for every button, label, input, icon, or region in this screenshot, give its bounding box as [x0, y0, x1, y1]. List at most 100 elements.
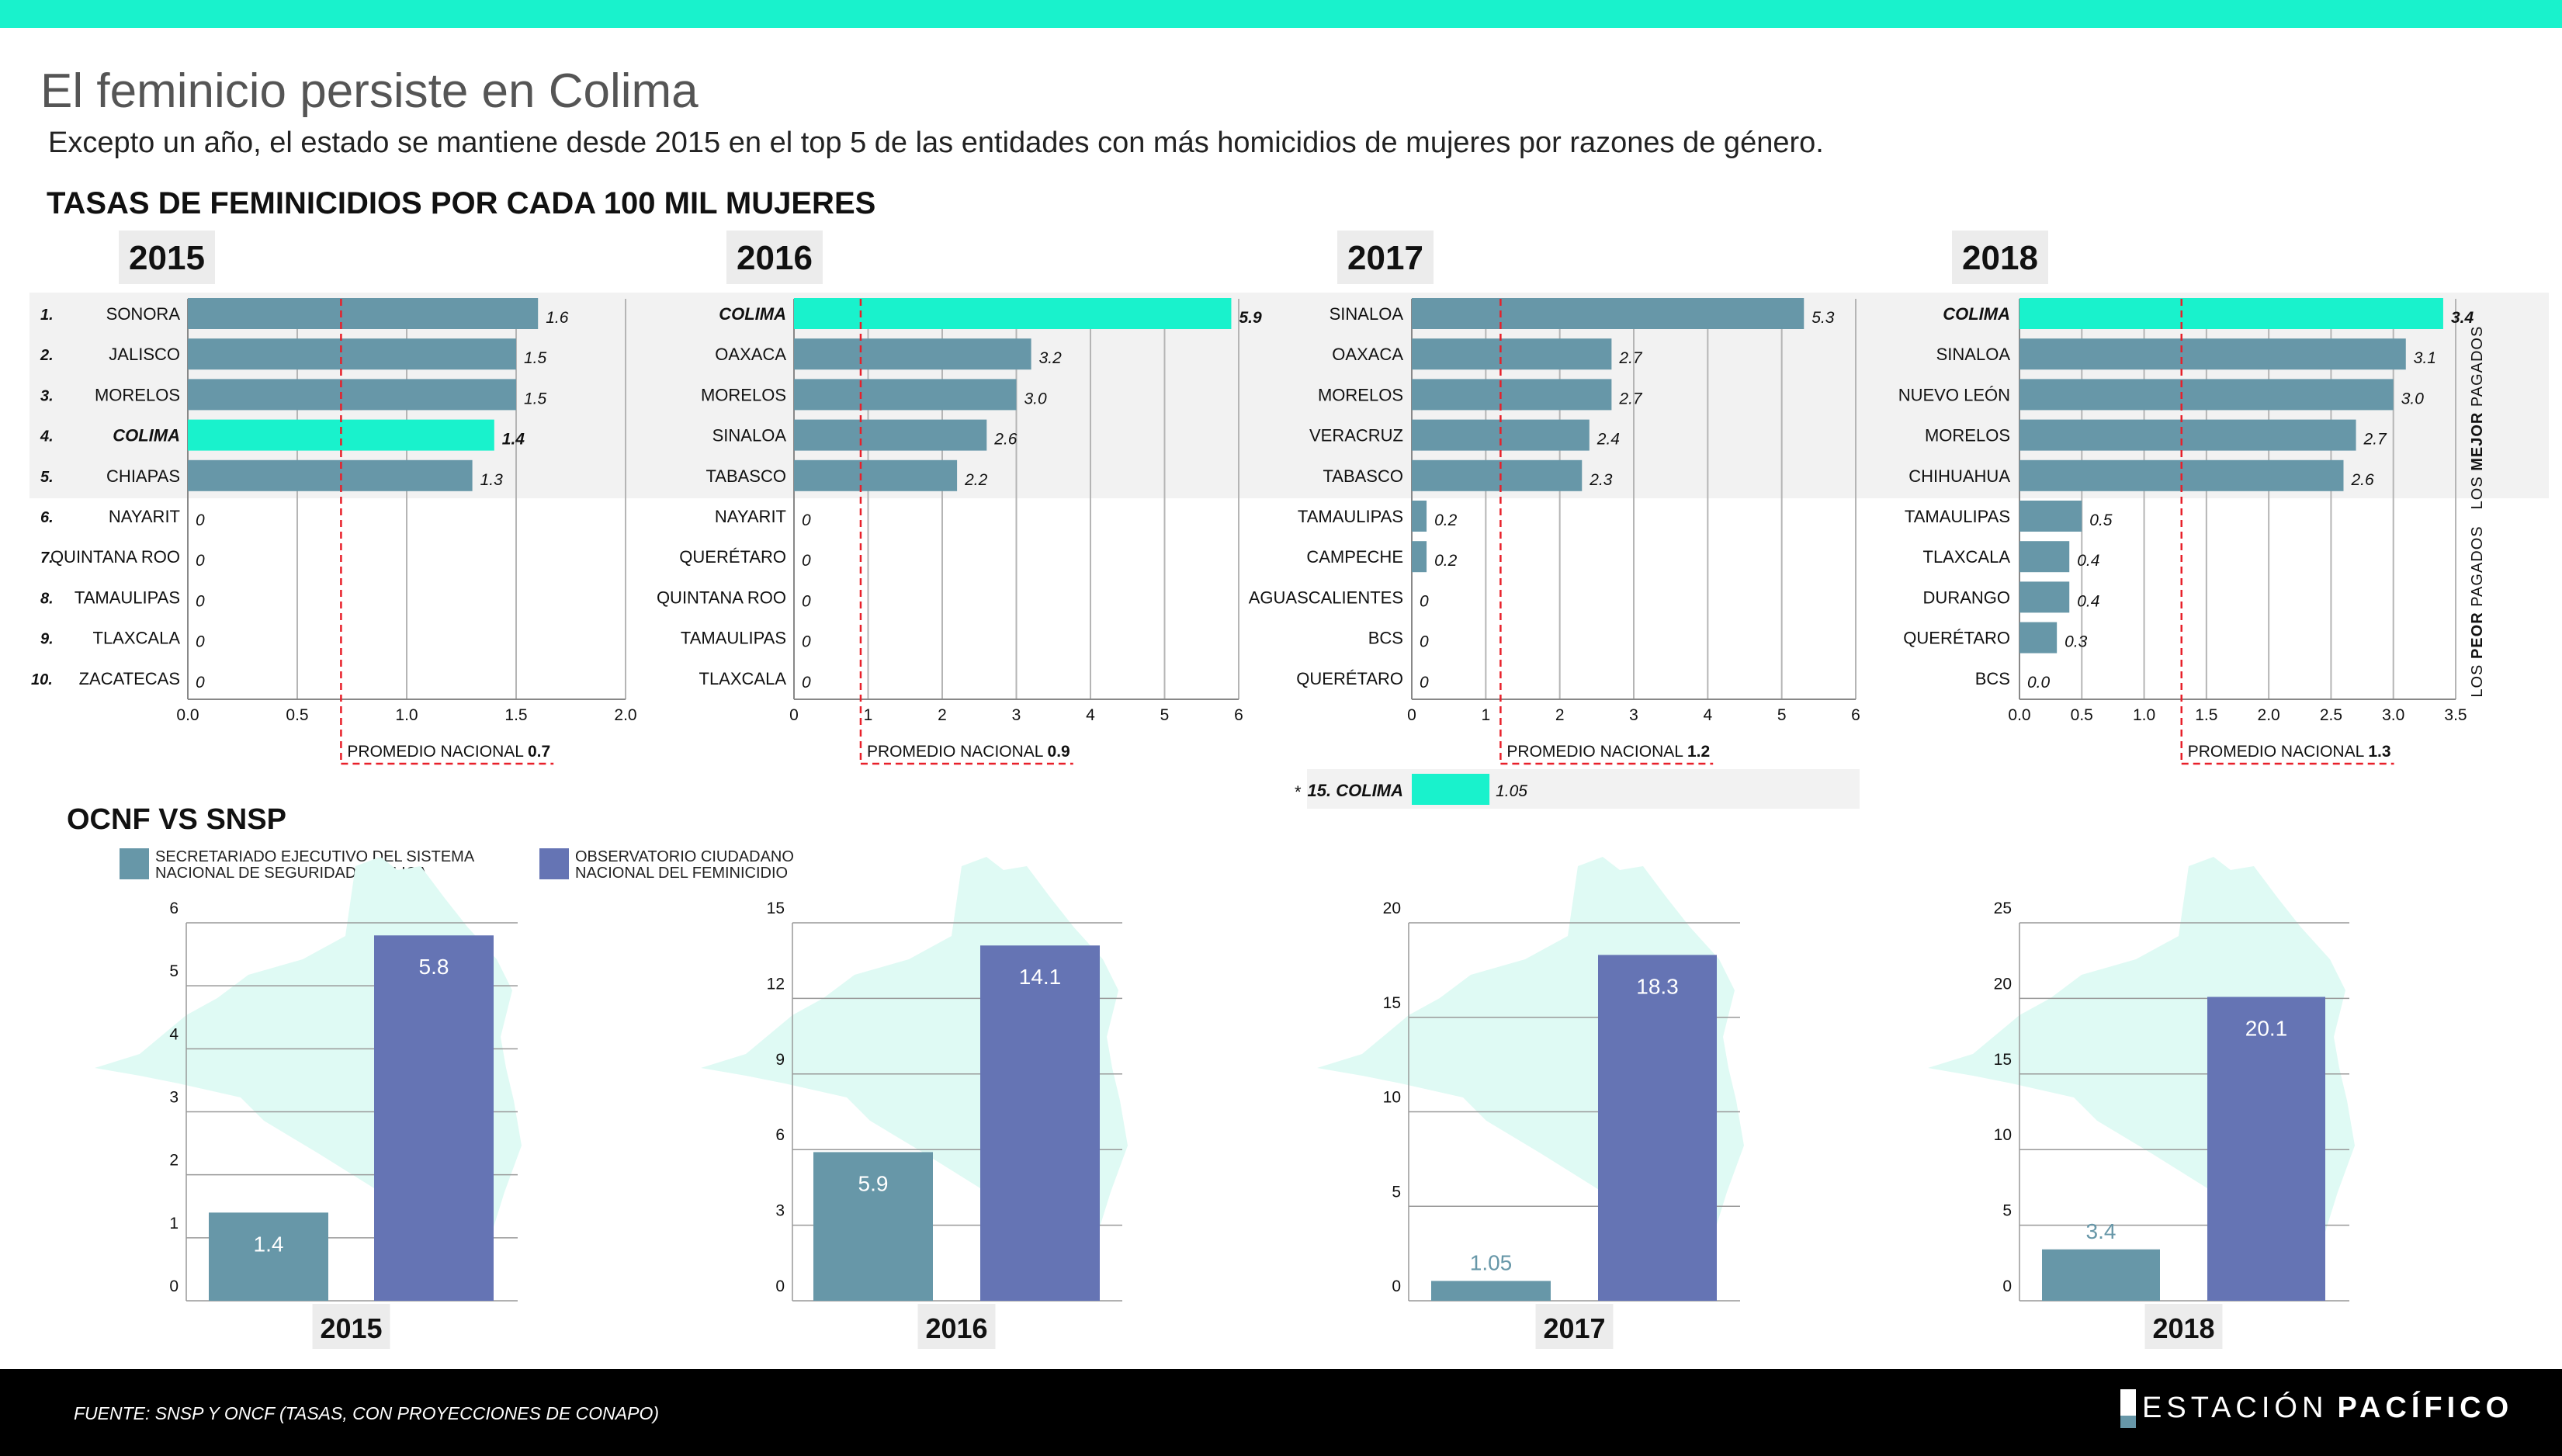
state-label: TAMAULIPAS — [1905, 507, 2010, 526]
bar — [2019, 379, 2394, 411]
y-tick-label: 5 — [2002, 1202, 2012, 1220]
comparison-title: OCNF VS SNSP — [67, 803, 286, 836]
value-label: 0 — [1420, 674, 1429, 692]
state-label: OAXACA — [715, 345, 786, 364]
rank-label: 5. — [40, 469, 54, 486]
state-label: TLAXCALA — [93, 629, 181, 648]
y-tick-label: 2 — [169, 1152, 179, 1170]
brand-logo: ESTACIÓN PACÍFICO — [2120, 1389, 2513, 1428]
bar — [2019, 541, 2070, 573]
value-label: 2.4 — [1596, 431, 1620, 449]
y-tick-label: 12 — [767, 975, 785, 993]
value-label: 1.4 — [502, 431, 525, 449]
value-label: 0 — [1420, 633, 1429, 651]
x-tick-label: 0.5 — [2071, 706, 2093, 724]
value-label: 3.2 — [1039, 349, 1063, 367]
state-label: QUERÉTARO — [679, 547, 786, 567]
value-label: 1.5 — [524, 390, 547, 407]
bar — [1412, 298, 1804, 329]
x-tick-label: 0.0 — [176, 706, 199, 724]
x-tick-label: 3.5 — [2444, 706, 2467, 724]
x-tick-label: 0 — [1407, 706, 1416, 724]
bar — [2019, 419, 2356, 451]
rank-label: 2. — [40, 347, 54, 364]
state-label: NAYARIT — [715, 507, 786, 526]
state-label: COLIMA — [1943, 304, 2010, 324]
national-average-label: PROMEDIO NACIONAL 0.7 — [347, 743, 550, 761]
page-title: El feminicio persiste en Colima — [40, 64, 699, 118]
year-label-box — [917, 1304, 996, 1349]
y-tick-label: 6 — [169, 900, 179, 917]
state-label: QUINTANA ROO — [657, 588, 786, 607]
state-label: BCS — [1975, 669, 2010, 688]
bar-value-label: 3.4 — [2086, 1219, 2117, 1243]
x-tick-label: 4 — [1703, 706, 1712, 724]
state-label: CHIHUAHUA — [1908, 466, 2010, 486]
top-accent-stripe — [0, 0, 2562, 28]
bar — [188, 338, 516, 370]
y-tick-label: 4 — [169, 1025, 179, 1043]
value-label: 2.6 — [993, 431, 1018, 449]
y-tick-label: 6 — [775, 1126, 785, 1144]
x-tick-label: 2 — [1555, 706, 1565, 724]
state-label: COLIMA — [719, 304, 786, 324]
year-label: 2018 — [1962, 239, 2038, 277]
ocnf-bar — [1598, 955, 1717, 1301]
value-label: 0 — [802, 592, 811, 610]
logo-text: ESTACIÓN PACÍFICO — [2142, 1390, 2513, 1424]
state-label: BCS — [1368, 629, 1403, 648]
year-label: 2016 — [925, 1312, 987, 1344]
bar — [1412, 338, 1612, 370]
x-tick-label: 0.5 — [286, 706, 308, 724]
legend: SECRETARIADO EJECUTIVO DEL SISTEMA NACION… — [120, 848, 794, 882]
rank-label: 8. — [40, 590, 54, 607]
year-label: 2015 — [320, 1312, 382, 1344]
state-label: SINALOA — [1936, 345, 2011, 364]
state-label: SONORA — [106, 304, 181, 324]
state-label: COLIMA — [113, 426, 180, 445]
x-tick-label: 5 — [1777, 706, 1787, 724]
value-label: 5.3 — [1811, 309, 1835, 327]
state-label: TAMAULIPAS — [75, 588, 180, 607]
state-label: DURANGO — [1923, 588, 2010, 607]
y-tick-label: 1 — [169, 1215, 179, 1232]
value-label: 0 — [802, 511, 811, 529]
rank-label: 6. — [40, 509, 54, 526]
snsp-bar — [209, 1212, 328, 1301]
legend-swatch-ocnf — [539, 848, 569, 879]
national-average-label: PROMEDIO NACIONAL 1.2 — [1506, 743, 1710, 761]
bar — [794, 338, 1031, 370]
bar — [2019, 622, 2058, 653]
bar — [188, 379, 516, 411]
y-tick-label: 20 — [1383, 900, 1401, 917]
state-label: SINALOA — [712, 426, 787, 445]
worst-group-label: LOS PEOR PAGADOS — [2469, 525, 2486, 697]
rank-label: 10. — [31, 671, 53, 688]
page-subtitle: Excepto un año, el estado se mantiene de… — [48, 127, 1824, 159]
value-label: 2.7 — [1618, 349, 1643, 367]
bar-chart-2015: 2015 0.0 0.5 1.0 1.5 2.0 1. SONORA 1.6 2. JALISCO 1… — [31, 231, 637, 765]
y-tick-label: 3 — [169, 1089, 179, 1107]
bar — [794, 419, 987, 451]
value-label: 3.4 — [2451, 309, 2474, 327]
value-label: 2.6 — [2350, 471, 2374, 489]
state-label: NAYARIT — [109, 507, 180, 526]
value-label: 3.0 — [2401, 390, 2425, 407]
year-label-box — [119, 231, 215, 284]
state-label: MORELOS — [95, 385, 180, 404]
value-label: 2.2 — [964, 471, 988, 489]
state-label: AGUASCALIENTES — [1249, 588, 1403, 607]
year-label-box — [1952, 231, 2048, 284]
bar-value-label: 5.9 — [858, 1171, 889, 1195]
y-tick-label: 5 — [169, 962, 179, 980]
state-label: CAMPECHE — [1306, 547, 1403, 567]
section-title: TASAS DE FEMINICIDIOS POR CADA 100 MIL M… — [47, 186, 875, 220]
x-tick-label: 1 — [1481, 706, 1490, 724]
rank-label: 9. — [40, 631, 54, 648]
x-tick-label: 4 — [1086, 706, 1095, 724]
state-label: QUERÉTARO — [1903, 629, 2010, 648]
x-tick-label: 2.0 — [614, 706, 636, 724]
x-tick-label: 5 — [1160, 706, 1170, 724]
y-tick-label: 5 — [1392, 1183, 1401, 1201]
